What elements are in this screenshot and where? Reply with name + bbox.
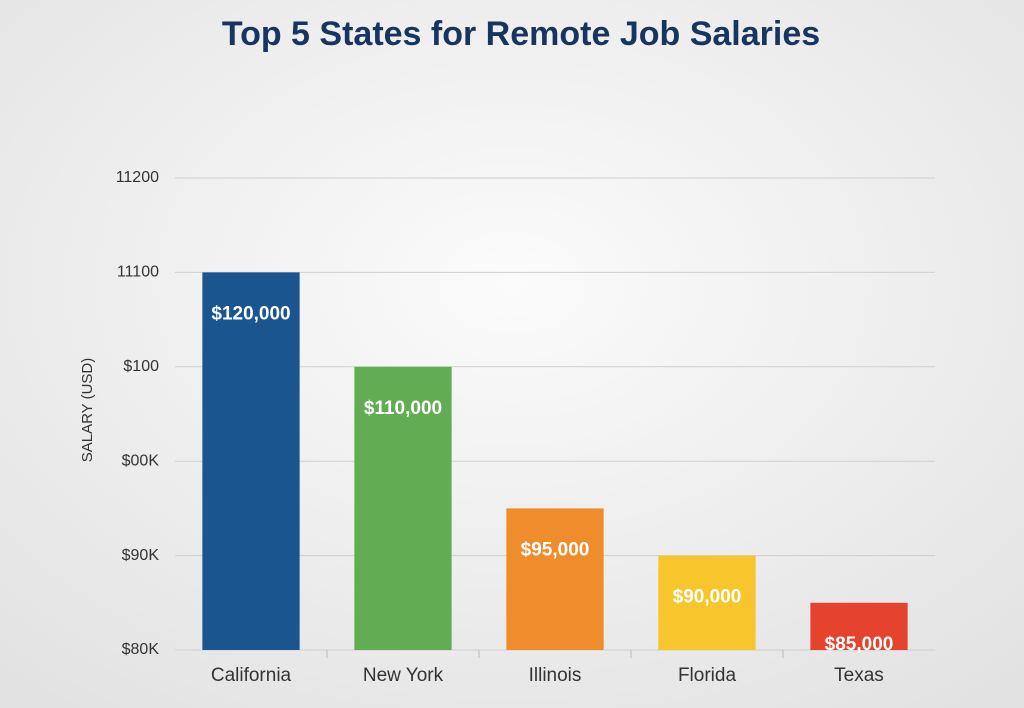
- y-tick-label: 11100: [117, 264, 159, 281]
- y-tick-label: $00K: [122, 452, 160, 469]
- bar: [810, 602, 908, 650]
- y-tick-label: $90K: [122, 547, 160, 564]
- chart-title: Top 5 States for Remote Job Salaries: [222, 15, 820, 53]
- bar: [354, 366, 452, 650]
- value-label: $120,000: [211, 303, 290, 324]
- x-tick-label: Texas: [834, 665, 884, 686]
- x-tick-label: California: [211, 665, 292, 686]
- value-label: $85,000: [825, 634, 894, 655]
- y-tick-label: $80K: [122, 641, 160, 658]
- value-label: $110,000: [364, 398, 442, 419]
- y-axis-label: SALARY (USD): [79, 358, 96, 462]
- y-tick-label: 11200: [116, 169, 159, 186]
- bar: [202, 272, 300, 650]
- bar: [658, 555, 756, 650]
- y-tick-label: $100: [123, 358, 159, 375]
- x-tick-label: Illinois: [529, 665, 582, 686]
- x-tick-label: New York: [363, 665, 444, 686]
- x-tick-label: Florida: [678, 665, 737, 686]
- value-label: $90,000: [673, 587, 742, 608]
- bar: [506, 508, 604, 650]
- value-label: $95,000: [521, 539, 590, 560]
